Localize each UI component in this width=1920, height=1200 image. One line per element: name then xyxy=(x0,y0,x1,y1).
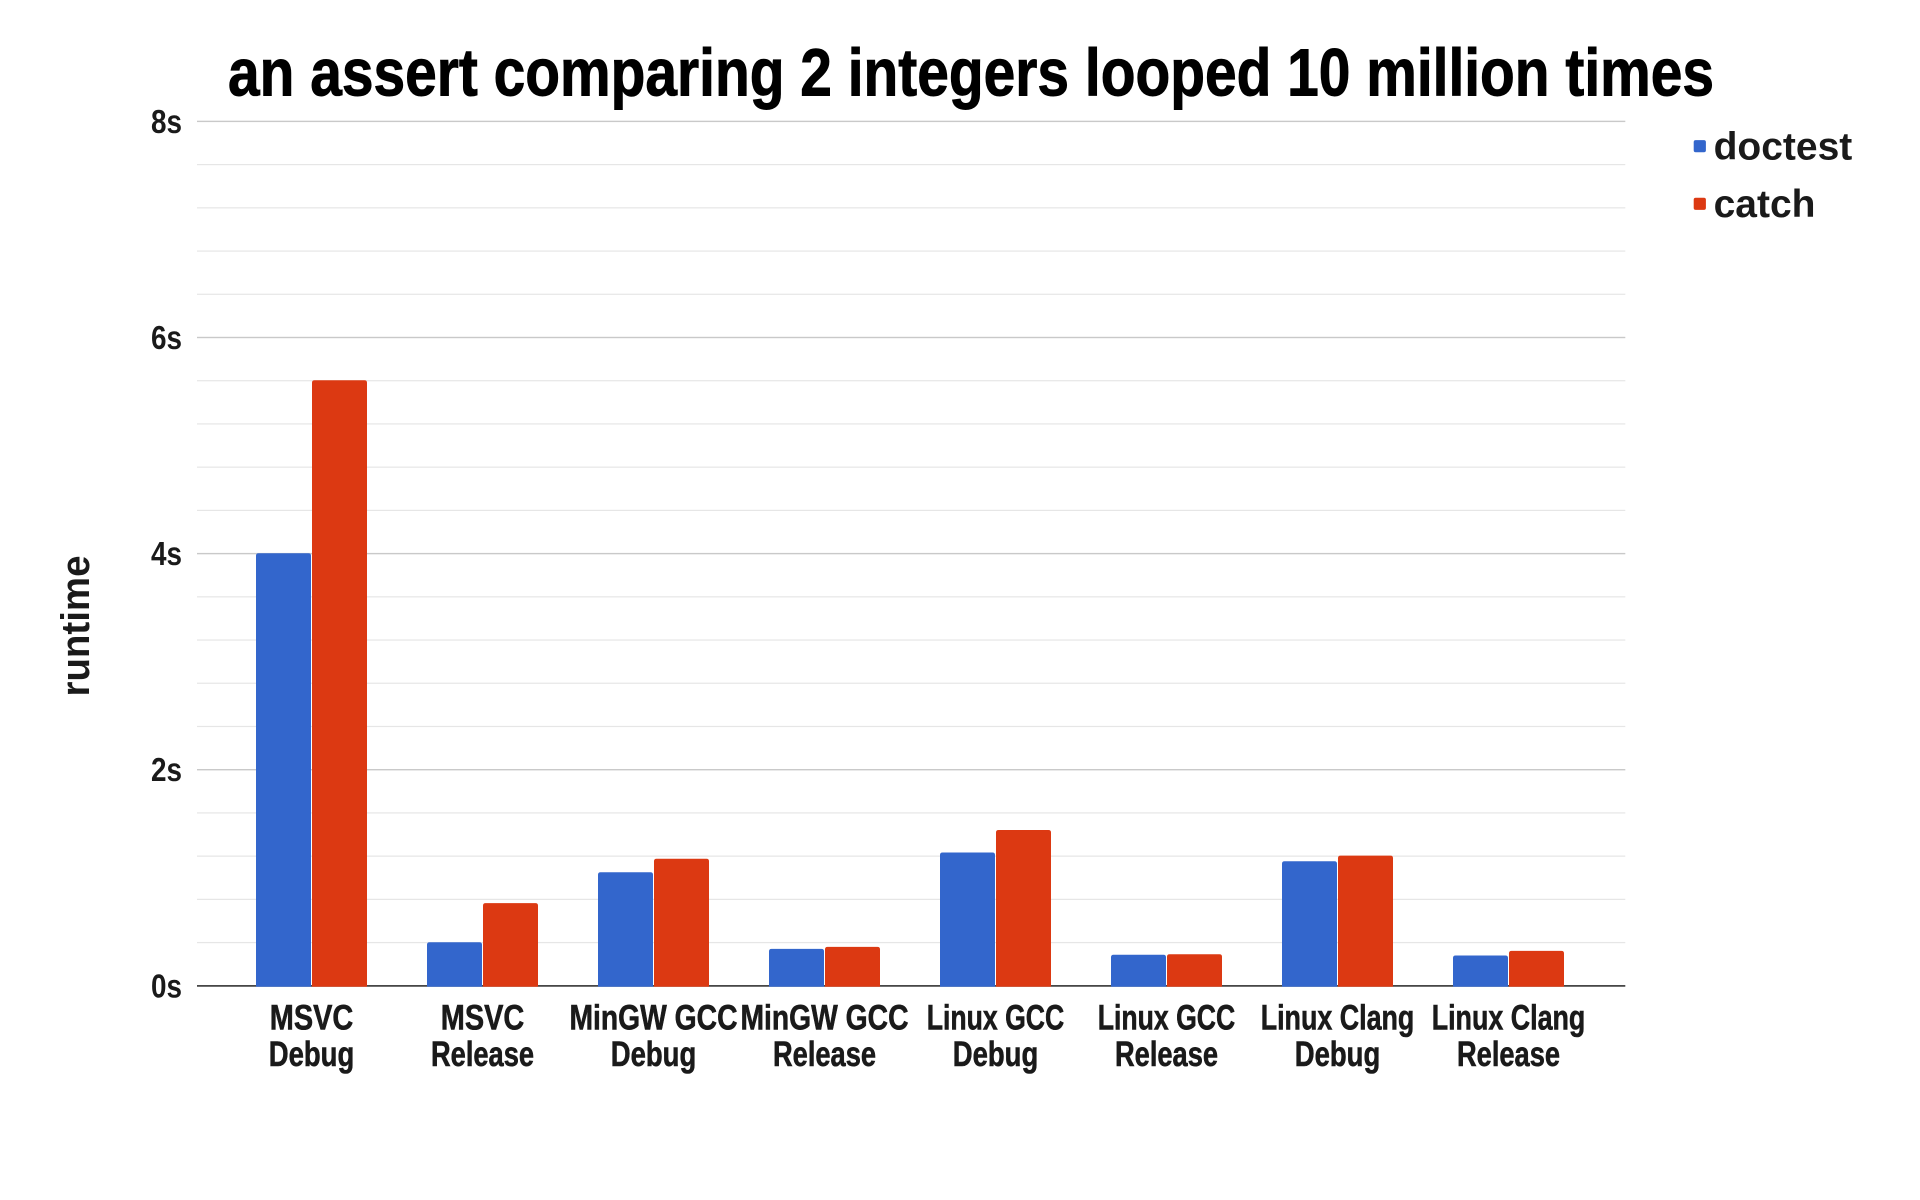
svg-text:MSVC: MSVC xyxy=(270,999,354,1038)
svg-text:0s: 0s xyxy=(151,967,182,1004)
svg-text:4s: 4s xyxy=(151,535,182,572)
svg-text:Release: Release xyxy=(1457,1035,1560,1074)
svg-text:MinGW GCC: MinGW GCC xyxy=(570,999,738,1038)
svg-text:doctest: doctest xyxy=(1714,126,1853,169)
svg-text:an assert comparing 2 integers: an assert comparing 2 integers looped 10… xyxy=(228,35,1714,110)
svg-text:MSVC: MSVC xyxy=(441,999,525,1038)
svg-text:Debug: Debug xyxy=(1295,1035,1381,1074)
svg-text:Debug: Debug xyxy=(269,1035,355,1074)
svg-text:Linux Clang: Linux Clang xyxy=(1261,999,1415,1038)
svg-text:catch: catch xyxy=(1714,183,1816,226)
svg-text:Linux Clang: Linux Clang xyxy=(1432,999,1586,1038)
svg-text:MinGW GCC: MinGW GCC xyxy=(741,999,909,1038)
svg-text:2s: 2s xyxy=(151,751,182,788)
svg-text:Linux GCC: Linux GCC xyxy=(927,999,1065,1038)
svg-text:Linux GCC: Linux GCC xyxy=(1098,999,1236,1038)
svg-text:Debug: Debug xyxy=(953,1035,1039,1074)
svg-text:Release: Release xyxy=(1115,1035,1218,1074)
svg-text:runtime: runtime xyxy=(54,556,98,697)
svg-text:Debug: Debug xyxy=(611,1035,697,1074)
svg-text:Release: Release xyxy=(773,1035,876,1074)
svg-text:Release: Release xyxy=(431,1035,534,1074)
svg-text:6s: 6s xyxy=(151,319,182,356)
svg-text:8s: 8s xyxy=(151,103,182,140)
